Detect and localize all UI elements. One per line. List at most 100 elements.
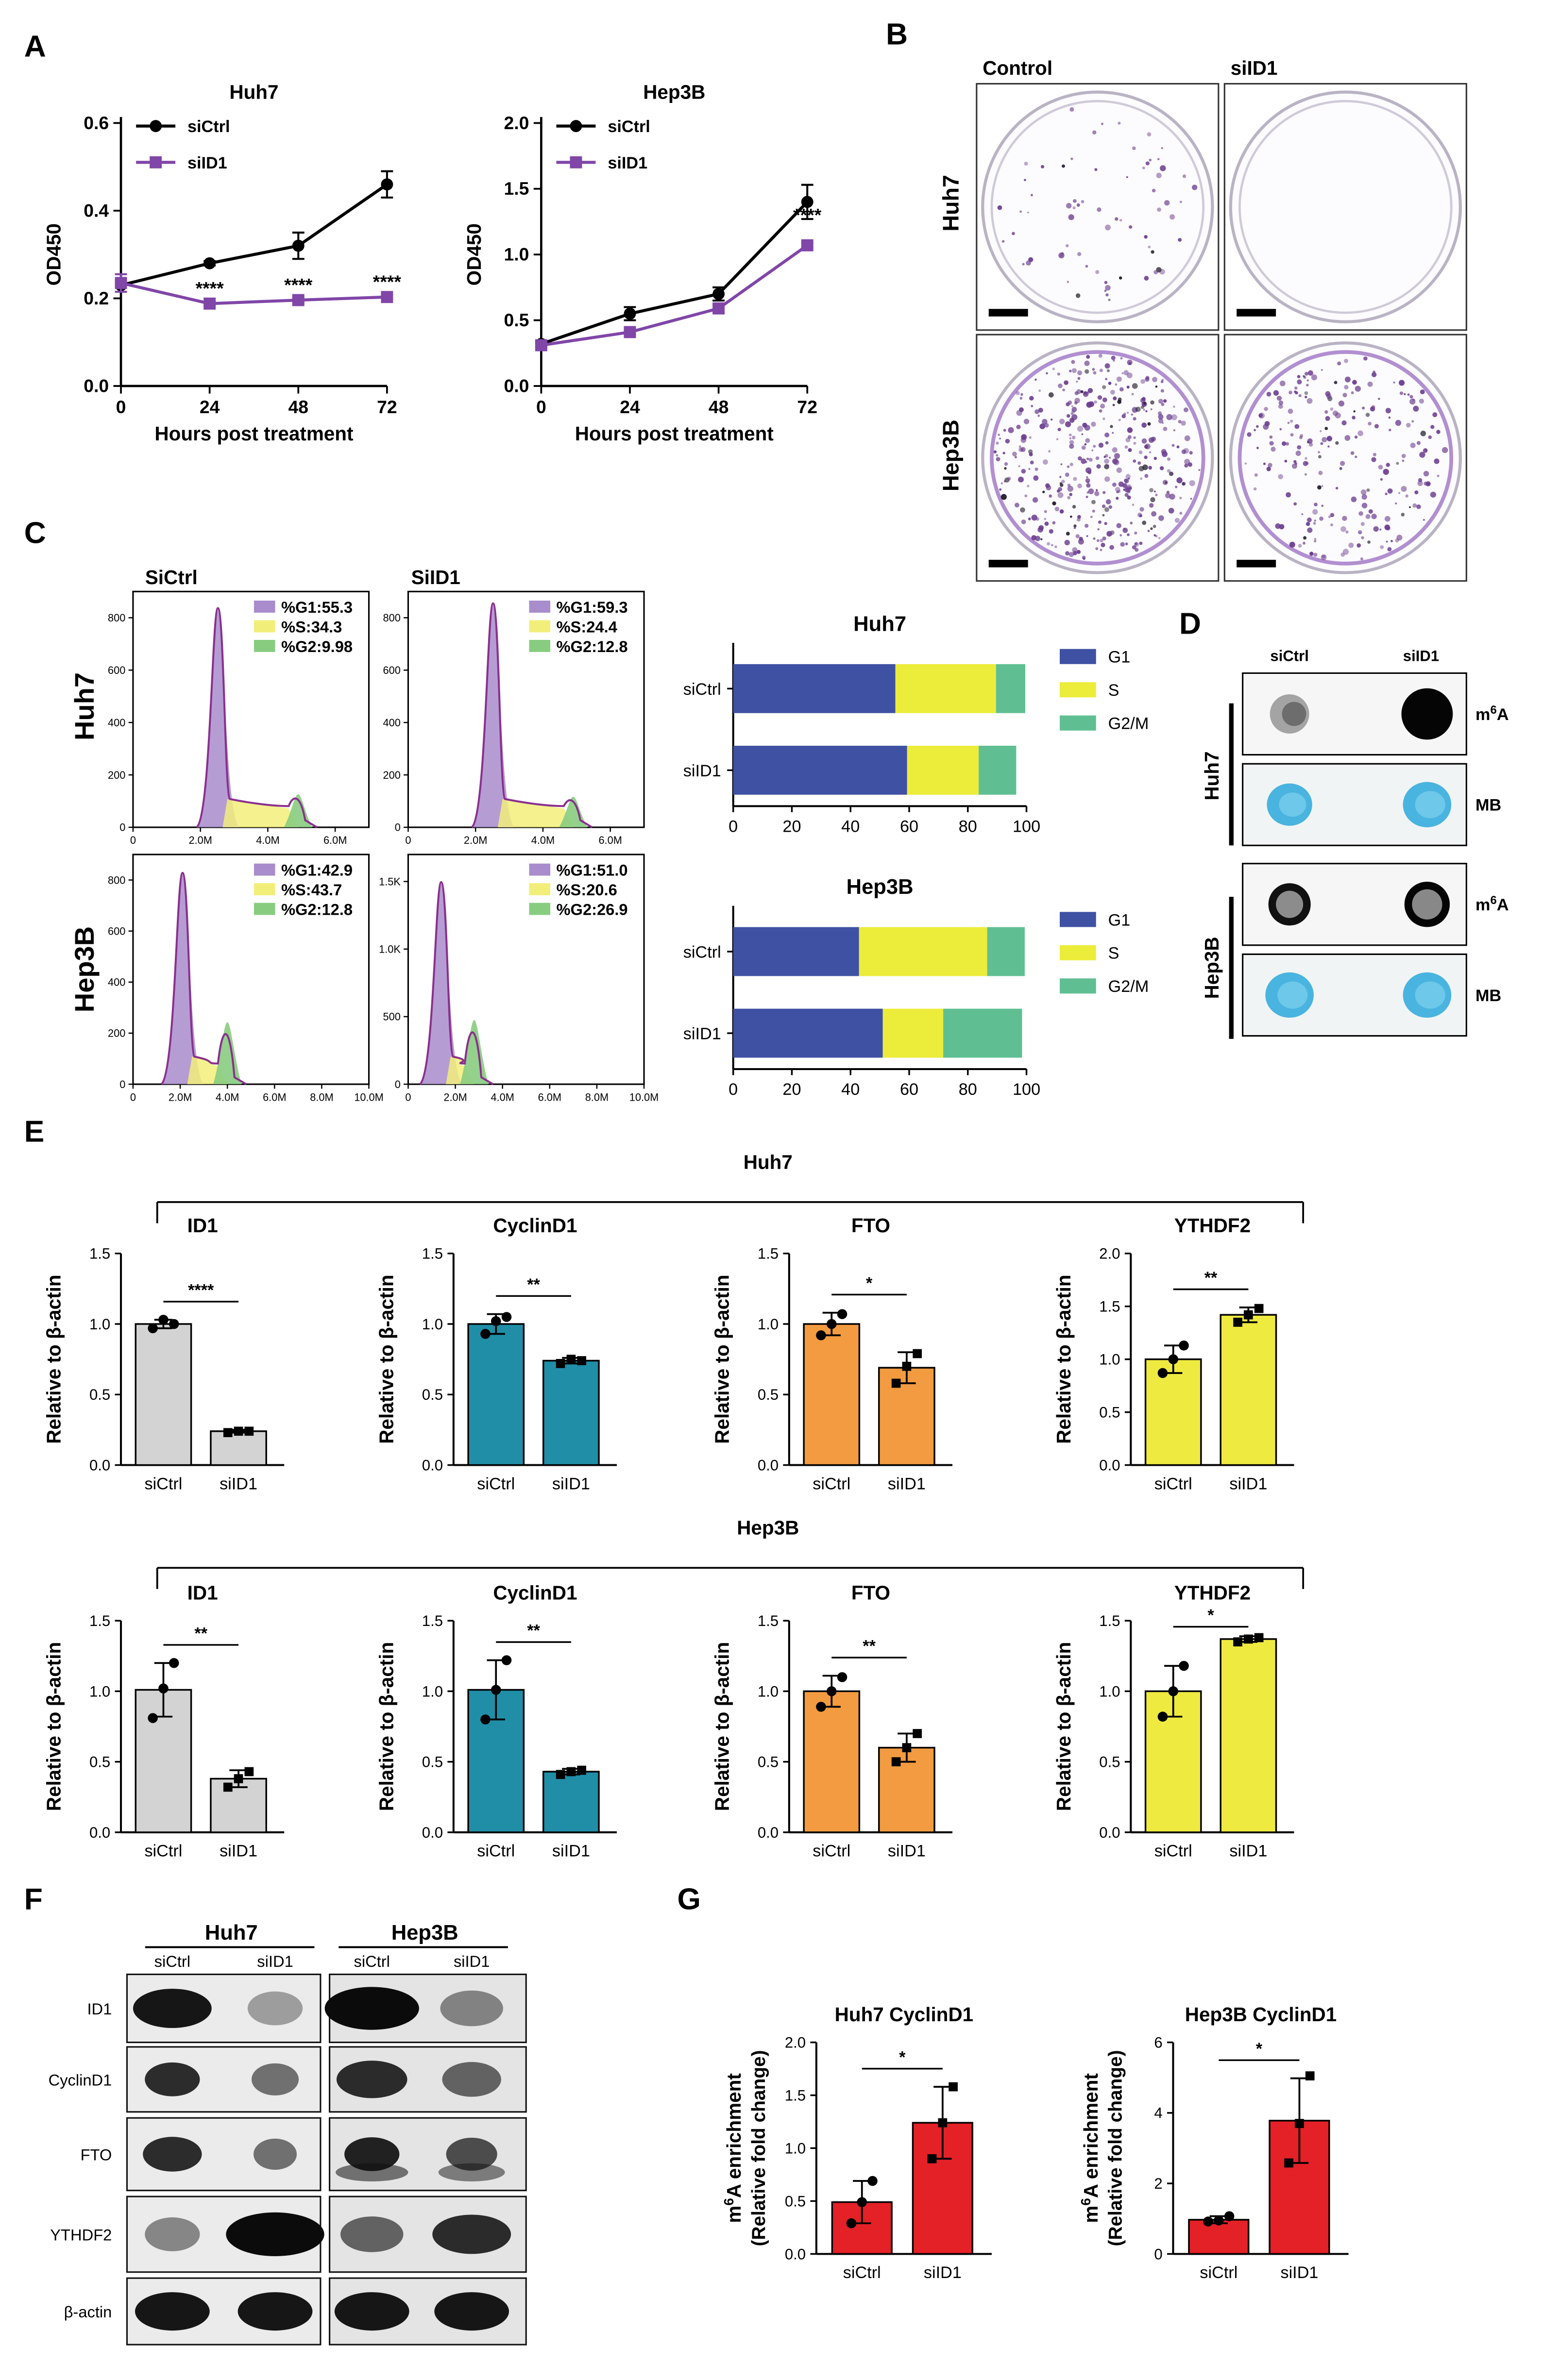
replicate-point bbox=[234, 1426, 243, 1436]
y-tick-label: 0 bbox=[119, 821, 125, 834]
colony bbox=[1102, 536, 1106, 541]
chart-title: Huh7 bbox=[853, 612, 906, 636]
legend-label-s: %S:24.4 bbox=[556, 618, 617, 636]
colony bbox=[1407, 393, 1410, 396]
x-tick-label: 4.0M bbox=[531, 834, 555, 846]
colony bbox=[1108, 505, 1113, 509]
category-label: siCtrl bbox=[1154, 1475, 1192, 1493]
histogram-hep3b-sictrl: 0 200 400 600 800 0 2.0M 4.0M 6.0M 8.0M 10.0M %G1:4… bbox=[108, 854, 384, 1103]
significance-label: ** bbox=[863, 1637, 876, 1656]
colony bbox=[1112, 432, 1114, 434]
colony bbox=[1321, 485, 1323, 487]
panel-label-e: E bbox=[24, 1115, 45, 1148]
colony bbox=[1125, 474, 1131, 479]
chart-title: ID1 bbox=[187, 1582, 218, 1604]
colony bbox=[1002, 452, 1005, 454]
colony bbox=[1406, 422, 1411, 428]
chart-title: Hep3B bbox=[643, 81, 705, 103]
colony bbox=[1268, 463, 1272, 468]
protein-band bbox=[254, 2138, 297, 2170]
colony bbox=[1037, 527, 1044, 533]
colony bbox=[1052, 501, 1056, 506]
replicate-point bbox=[891, 1757, 901, 1766]
colony bbox=[1276, 396, 1282, 401]
colony bbox=[1123, 488, 1126, 491]
blot-huh7-m6a: m6A bbox=[1242, 672, 1509, 756]
colony bbox=[1285, 442, 1289, 446]
colony bbox=[1085, 461, 1087, 463]
legend-swatch bbox=[1060, 649, 1096, 664]
y-tick-label: 0.5 bbox=[89, 1386, 110, 1403]
blot-dot bbox=[1401, 688, 1453, 740]
colony bbox=[1066, 202, 1072, 209]
colony bbox=[1139, 514, 1142, 518]
y-axis-subtitle: (Relative fold change) bbox=[748, 2050, 769, 2246]
colony bbox=[1121, 372, 1124, 374]
mb-dot-center bbox=[1277, 981, 1308, 1009]
series-line-siCtrl bbox=[541, 201, 809, 346]
colony bbox=[1116, 467, 1122, 473]
colony bbox=[1161, 449, 1167, 454]
legend-label-g1: %G1:55.3 bbox=[281, 598, 353, 616]
protein-band-lower bbox=[336, 2163, 408, 2181]
colony bbox=[1086, 535, 1088, 537]
colony bbox=[1044, 518, 1047, 520]
colony bbox=[1104, 363, 1110, 369]
colony bbox=[1108, 382, 1112, 385]
panel-label-c: C bbox=[24, 517, 46, 550]
s-phase-area bbox=[497, 799, 574, 827]
replicate-point bbox=[1224, 2211, 1235, 2221]
data-point-siCtrl bbox=[712, 288, 725, 300]
colony bbox=[1307, 438, 1313, 444]
colony bbox=[1064, 539, 1070, 546]
chart-title: YTHDF2 bbox=[1174, 1214, 1251, 1237]
x-tick-label: 0 bbox=[729, 817, 738, 836]
bar-chart-E-huh7-ID1: ID1 0.0 0.5 1.0 1.5 Relative to β-actin siCtrl… bbox=[43, 1214, 285, 1493]
bar-sictrl bbox=[1144, 1358, 1202, 1466]
colony bbox=[999, 488, 1002, 491]
colony bbox=[1147, 530, 1150, 532]
mb-dot-center bbox=[1415, 981, 1445, 1009]
colony bbox=[1399, 380, 1405, 386]
col-label-siid1: siID1 bbox=[1403, 648, 1439, 665]
bar-siid1 bbox=[210, 1777, 267, 1833]
colony bbox=[1305, 522, 1310, 526]
colony bbox=[1032, 497, 1038, 503]
chart-title: CyclinD1 bbox=[493, 1214, 577, 1237]
colony bbox=[1303, 375, 1305, 377]
bar-chart-E-hep3b-CyclinD1: CyclinD1 0.0 0.5 1.0 1.5 Relative to β-actin s… bbox=[375, 1582, 617, 1860]
blot-label-mb: MB bbox=[1475, 796, 1501, 815]
colony bbox=[1178, 419, 1182, 424]
colony bbox=[1067, 281, 1069, 283]
colony bbox=[1049, 494, 1052, 498]
y-tick-label: 1.0 bbox=[89, 1683, 110, 1700]
legend-swatch bbox=[1060, 978, 1096, 994]
colony bbox=[1151, 436, 1156, 442]
colony bbox=[1113, 459, 1119, 466]
data-point-siID1 bbox=[624, 326, 636, 338]
colony bbox=[1307, 517, 1312, 522]
y-tick-label: 1.0 bbox=[422, 1316, 443, 1333]
colony bbox=[1179, 497, 1182, 500]
colony bbox=[1127, 427, 1133, 433]
colony bbox=[1279, 428, 1282, 431]
colony bbox=[1288, 408, 1293, 414]
y-tick-label: 0.0 bbox=[84, 375, 109, 396]
colony bbox=[1266, 467, 1271, 471]
colony bbox=[1160, 165, 1166, 171]
colony bbox=[1118, 397, 1122, 402]
colony bbox=[1256, 447, 1259, 450]
legend-label: G2/M bbox=[1108, 977, 1149, 996]
colony bbox=[1305, 461, 1309, 465]
colony bbox=[1038, 389, 1041, 392]
colony bbox=[1176, 477, 1183, 484]
blot-row-actin: β-actin bbox=[64, 2277, 527, 2346]
colony bbox=[1069, 369, 1072, 372]
colony bbox=[1365, 413, 1370, 417]
colony bbox=[1247, 432, 1252, 437]
protein-band bbox=[145, 2217, 200, 2251]
colony bbox=[1113, 359, 1115, 362]
colony bbox=[1163, 399, 1167, 403]
colony bbox=[1284, 459, 1288, 463]
colony bbox=[1086, 457, 1089, 460]
